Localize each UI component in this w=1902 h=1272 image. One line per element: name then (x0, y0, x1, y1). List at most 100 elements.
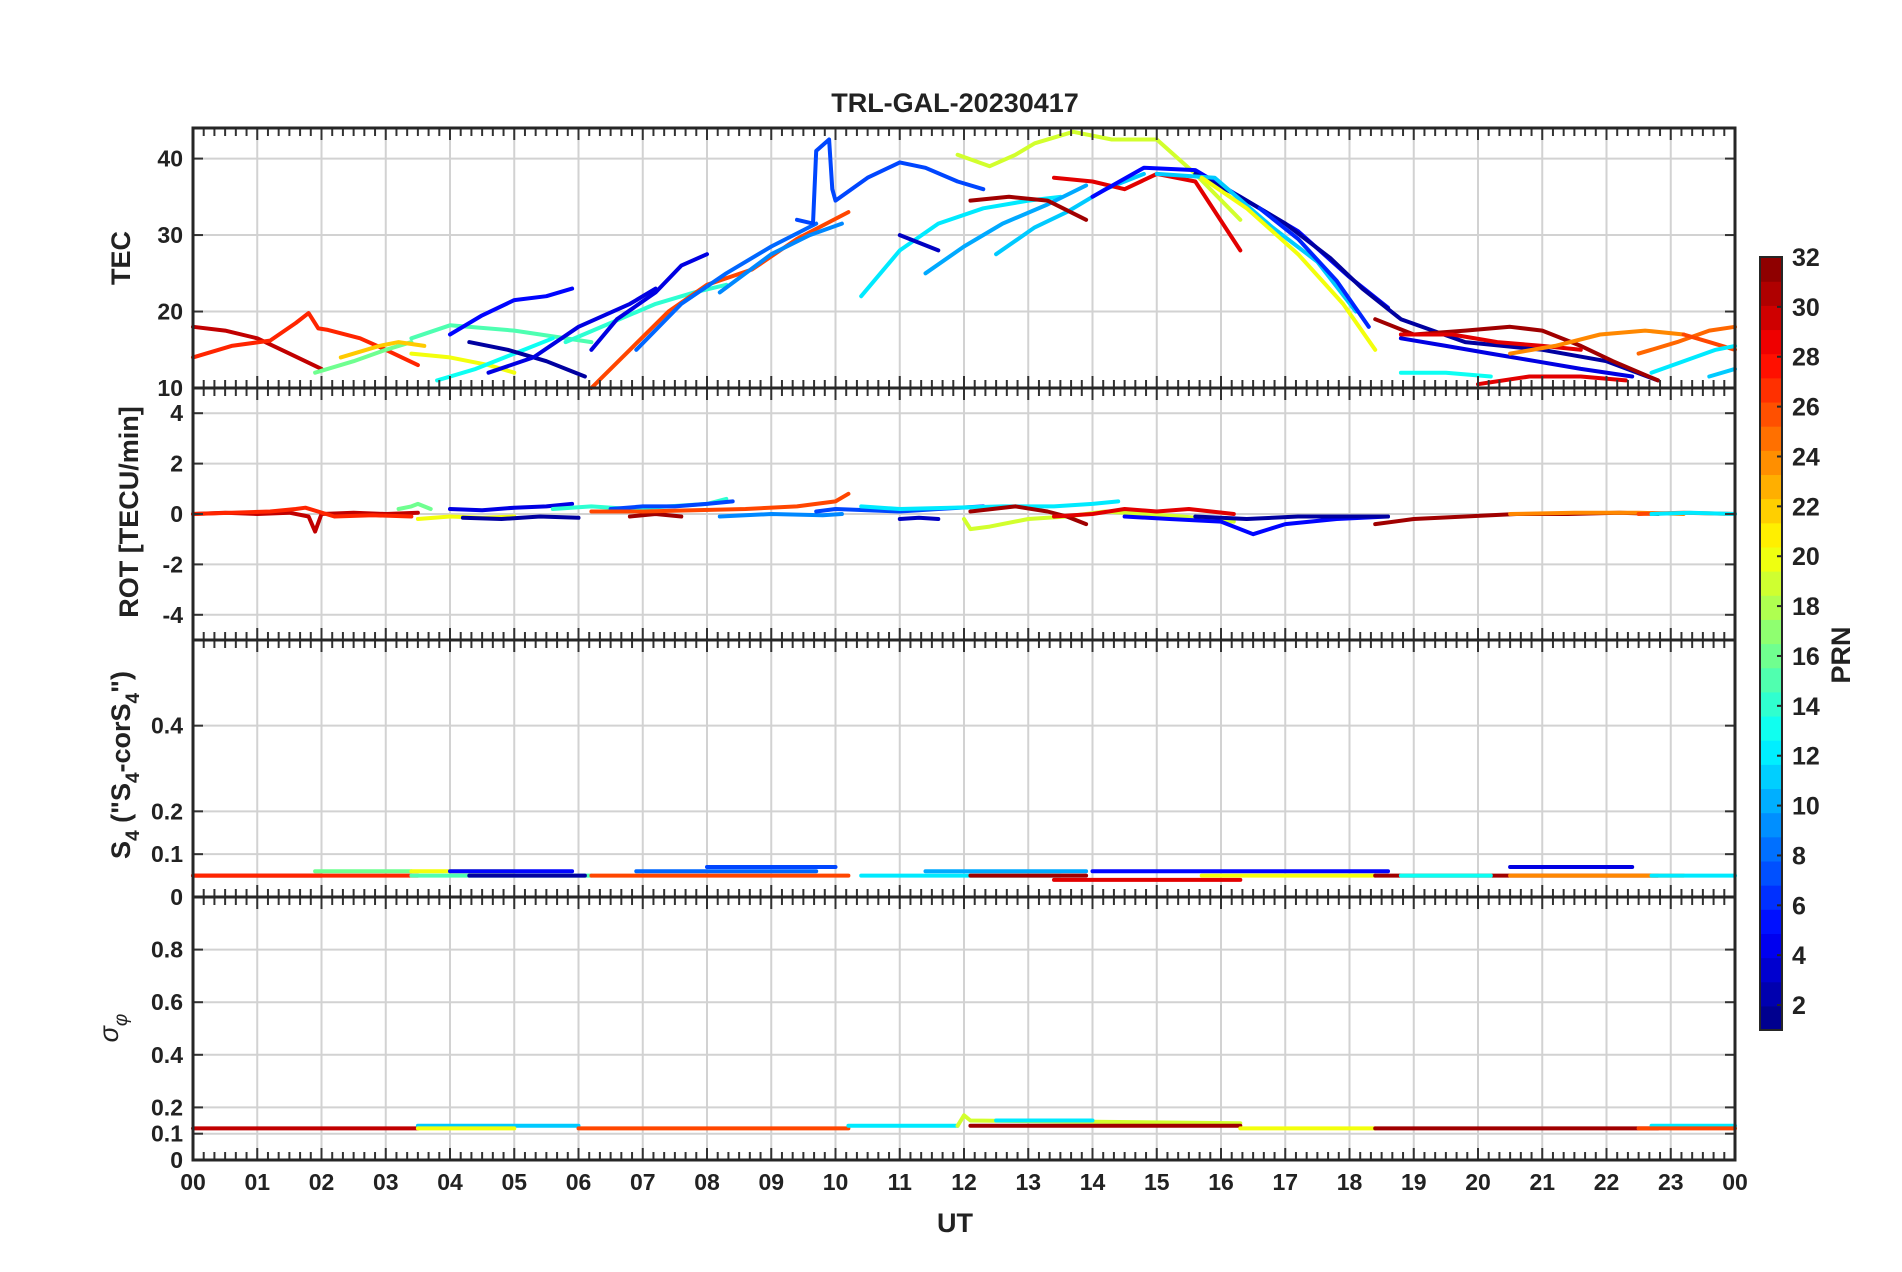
series-line (627, 512, 684, 519)
x-tick-label: 19 (1401, 1169, 1427, 1195)
colorbar-tick-label: 28 (1792, 344, 1820, 372)
x-tick-label: 01 (244, 1169, 270, 1195)
series-line (589, 252, 709, 352)
y-tick-label: 0.1 (151, 1121, 183, 1147)
series-line (1649, 343, 1737, 375)
x-tick-label: 13 (1015, 1169, 1041, 1195)
colorbar-tick-label: 2 (1792, 992, 1806, 1020)
colorbar-segment (1760, 281, 1782, 306)
series-line (1122, 514, 1390, 537)
y-tick-label: 0.8 (151, 937, 183, 963)
colorbar-segment (1760, 740, 1782, 765)
colorbar-segment (1760, 257, 1782, 282)
colorbar-segment (1760, 619, 1782, 645)
rot-y-label: ROT [TECU/min] (114, 406, 144, 617)
sigma-phi-panel: 00.10.2 0.4 0.6 0.8 (151, 895, 1737, 1173)
x-tick-label: 18 (1337, 1169, 1363, 1195)
series-line (313, 340, 414, 375)
y-tick-label: 0 (170, 1147, 183, 1173)
colorbar-tick-label: 26 (1792, 394, 1820, 422)
x-tick-label: 21 (1529, 1169, 1555, 1195)
colorbar-segment (1760, 498, 1782, 524)
series-line (955, 1113, 1243, 1128)
tec-y-label: TEC (106, 231, 136, 285)
series-line (1193, 514, 1390, 521)
series-line (1052, 171, 1243, 253)
colorbar-frame (1759, 256, 1783, 1031)
colorbar-tick-label: 6 (1792, 892, 1806, 920)
series-line (1649, 510, 1737, 516)
y-tick-label: -4 (163, 602, 184, 628)
colorbar-segment (1760, 981, 1782, 1007)
colorbar-segment (1760, 667, 1782, 693)
colorbar-segment (1760, 788, 1782, 814)
x-tick-label: 05 (501, 1169, 527, 1195)
y-tick-label: 0.4 (151, 713, 183, 739)
colorbar-label: PRN (1826, 626, 1856, 683)
x-tick-label: 12 (951, 1169, 977, 1195)
rot-panel: -4 -2 0 2 4 (163, 386, 1737, 642)
y-tick-label: 20 (157, 299, 183, 325)
colorbar-segment (1760, 329, 1782, 355)
x-tick-label: 03 (373, 1169, 399, 1195)
series-line (467, 340, 587, 379)
x-tick-label: 22 (1594, 1169, 1620, 1195)
x-tick-label: 02 (309, 1169, 335, 1195)
colorbar-tick-label: 16 (1792, 643, 1820, 671)
y-tick-label: 0 (170, 884, 183, 910)
x-tick-label: 15 (1144, 1169, 1170, 1195)
series-line (717, 512, 844, 519)
colorbar-segment (1760, 691, 1782, 717)
colorbar-segment (1760, 909, 1782, 934)
colorbar-tick-label: 12 (1792, 743, 1820, 771)
colorbar-label-group: PRN (1826, 626, 1856, 683)
colorbar-segment (1760, 812, 1782, 838)
series-line (1398, 370, 1493, 379)
series-line (191, 324, 324, 371)
colorbar-tick-label: 8 (1792, 842, 1806, 870)
colorbar-segment (1760, 305, 1782, 331)
series-line (897, 515, 941, 521)
series-line (1199, 175, 1378, 352)
series-line (968, 194, 1089, 222)
series-line (717, 221, 844, 295)
series-line (1154, 171, 1358, 314)
colorbar-segment (1760, 571, 1782, 596)
y-tick-label: 4 (170, 400, 183, 426)
colorbar-segment (1760, 885, 1782, 910)
x-tick-label: 04 (437, 1169, 463, 1195)
y-tick-label: 2 (170, 451, 183, 477)
series-line (191, 505, 414, 519)
series-line (968, 504, 1089, 527)
colorbar-segment (1760, 426, 1782, 451)
colorbar-segment (1760, 836, 1782, 862)
colorbar-segment (1760, 450, 1782, 476)
colorbar-segment (1760, 546, 1782, 572)
series-line (338, 340, 427, 360)
series-line (1398, 336, 1635, 379)
tec-y-label-group: TEC (106, 231, 136, 285)
figure-title: TRL-GAL-20230417 (831, 88, 1079, 118)
colorbar-tick-label: 30 (1792, 294, 1820, 322)
colorbar-segment (1760, 595, 1782, 620)
colorbar-tick-label: 18 (1792, 593, 1820, 621)
x-tick-label: 00 (180, 1169, 206, 1195)
y-tick-label: 0.4 (151, 1042, 183, 1068)
series-line (460, 514, 581, 521)
colorbar-segment (1760, 957, 1782, 983)
colorbar-segment (1760, 522, 1782, 548)
colorbar-segment (1760, 474, 1782, 500)
x-tick-label: 00 (1722, 1169, 1748, 1195)
colorbar-segment (1760, 401, 1782, 427)
series-line (486, 286, 658, 375)
series-line (1257, 206, 1371, 329)
series-line (608, 499, 735, 511)
series-line (448, 286, 575, 337)
series-line (1707, 366, 1737, 379)
series-line (396, 501, 433, 511)
x-tick-label: 14 (1080, 1169, 1106, 1195)
colorbar-segment (1760, 933, 1782, 959)
y-tick-label: -2 (163, 551, 183, 577)
x-tick-label: 16 (1208, 1169, 1234, 1195)
